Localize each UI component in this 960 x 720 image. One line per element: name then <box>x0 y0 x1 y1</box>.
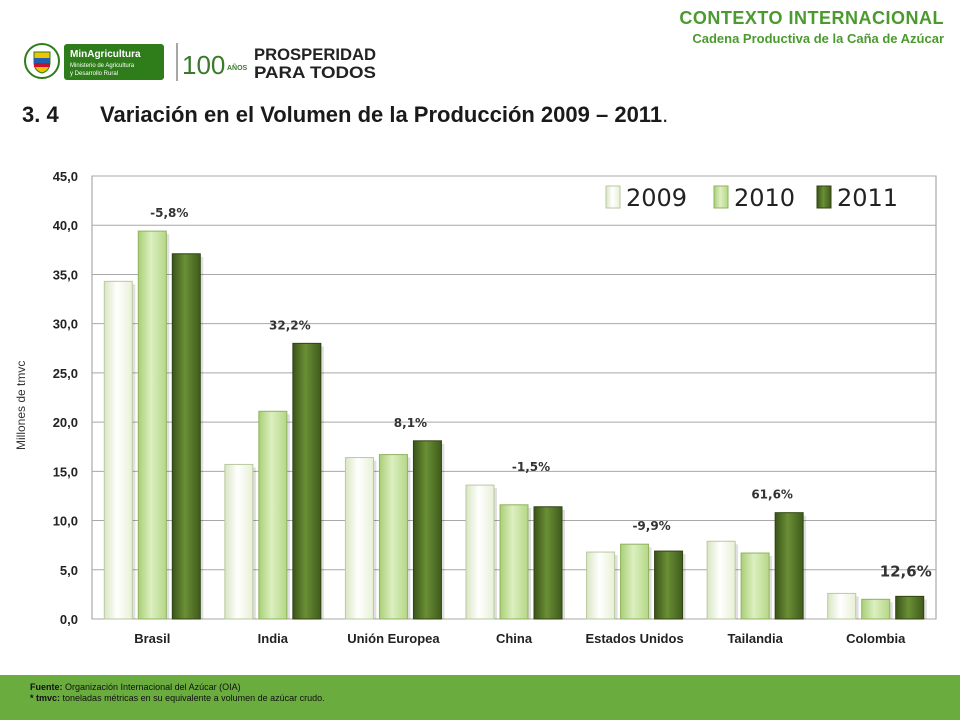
prosperidad-line1: PROSPERIDAD <box>254 45 376 64</box>
section-title: CONTEXTO INTERNACIONAL <box>679 8 944 28</box>
tmvc-text: toneladas métricas en su equivalente a v… <box>62 693 325 703</box>
section-subtitle: Cadena Productiva de la Caña de Azúcar <box>692 31 944 46</box>
bar-2009 <box>706 540 736 620</box>
footer: Fuente: Organización Internacional del A… <box>0 675 960 720</box>
bar-2011 <box>533 506 563 620</box>
y-tick-label: 5,0 <box>60 563 78 578</box>
bar-2010 <box>378 454 408 620</box>
variation-label: -9,9% <box>632 519 670 533</box>
bar-2009 <box>465 484 495 620</box>
legend: 2009 2010 2011 <box>605 184 898 212</box>
y-tick-label: 35,0 <box>53 267 78 282</box>
minagri-line2: Ministerio de Agricultura <box>70 63 135 69</box>
y-tick-label: 20,0 <box>53 415 78 430</box>
minagri-line3: y Desarrollo Rural <box>70 71 118 77</box>
x-tick-label: India <box>258 631 289 646</box>
bar-2009 <box>827 592 857 620</box>
source-note: Fuente: Organización Internacional del A… <box>0 675 960 693</box>
x-tick-label: Estados Unidos <box>585 631 683 646</box>
variation-label: 32,2% <box>269 318 311 332</box>
legend-label-2009: 2009 <box>626 184 687 212</box>
labels-layer: 0,0 5,0 10,0 15,0 20,0 25,0 30,0 35,0 40,0 45,0 Br… <box>53 169 932 646</box>
tmvc-note: * tmvc: toneladas métricas en su equival… <box>0 693 960 704</box>
legend-label-2011: 2011 <box>837 184 898 212</box>
y-tick-label: 15,0 <box>53 464 78 479</box>
tmvc-label: * tmvc: <box>30 693 61 703</box>
bar-2010 <box>620 543 650 620</box>
variation-label: -1,5% <box>512 460 550 474</box>
variation-label: 12,6% <box>880 562 932 580</box>
slide-title-text: Variación en el Volumen de la Producción… <box>100 102 663 127</box>
x-tick-label: Brasil <box>134 631 170 646</box>
bar-2010 <box>258 410 288 620</box>
x-tick-label: Colombia <box>846 631 906 646</box>
bar-2010 <box>740 552 770 620</box>
x-tick-label: China <box>496 631 533 646</box>
x-tick-label: Tailandia <box>727 631 783 646</box>
y-axis-label: Millones de tmvc <box>14 360 28 450</box>
minagri-badge <box>64 44 164 80</box>
x-tick-label: Unión Europea <box>347 631 440 646</box>
bar-2010 <box>499 504 529 620</box>
bar-2009 <box>224 463 254 620</box>
prosperidad-line2: PARA TODOS <box>254 63 376 82</box>
variation-label: 8,1% <box>394 416 427 430</box>
legend-swatch-2011 <box>816 185 832 209</box>
logos-bar: MinAgricultura Ministerio de Agricultura… <box>24 43 376 82</box>
source-label: Fuente: <box>30 682 63 692</box>
anos-number: 100 <box>182 50 225 80</box>
legend-swatch-2010 <box>713 185 729 209</box>
bar-2009 <box>344 457 374 620</box>
bar-2011 <box>412 440 442 620</box>
bar-2011 <box>292 342 322 620</box>
bar-2009 <box>586 551 616 620</box>
colombia-shield-icon <box>24 43 60 79</box>
source-text: Organización Internacional del Azúcar (O… <box>65 682 241 692</box>
slide-title: 3. 4 Variación en el Volumen de la Produc… <box>22 102 668 128</box>
legend-label-2010: 2010 <box>734 184 795 212</box>
y-tick-label: 10,0 <box>53 514 78 529</box>
slide-title-end: . <box>662 102 669 127</box>
bar-2010 <box>137 230 167 620</box>
y-tick-label: 40,0 <box>53 218 78 233</box>
legend-swatch-2009 <box>605 185 621 209</box>
header-right: CONTEXTO INTERNACIONAL Cadena Productiva… <box>679 8 944 46</box>
variation-label: -5,8% <box>150 206 188 220</box>
anos-word: AÑOS <box>227 63 248 72</box>
slide-number: 3. 4 <box>22 102 59 127</box>
bar-2011 <box>895 595 925 620</box>
y-tick-label: 0,0 <box>60 612 78 627</box>
minagri-line1: MinAgricultura <box>70 49 141 60</box>
y-tick-label: 25,0 <box>53 366 78 381</box>
variation-label: 61,6% <box>751 488 793 502</box>
bar-2009 <box>103 280 133 620</box>
bar-2011 <box>774 512 804 620</box>
bars-layer <box>103 230 927 620</box>
production-bar-chart: 0,0 5,0 10,0 15,0 20,0 25,0 30,0 35,0 40,0 45,0 Br… <box>53 169 937 646</box>
bar-2011 <box>171 253 201 620</box>
y-tick-label: 45,0 <box>53 169 78 184</box>
bar-2011 <box>654 550 684 620</box>
y-tick-label: 30,0 <box>53 317 78 332</box>
bar-2010 <box>861 598 891 620</box>
